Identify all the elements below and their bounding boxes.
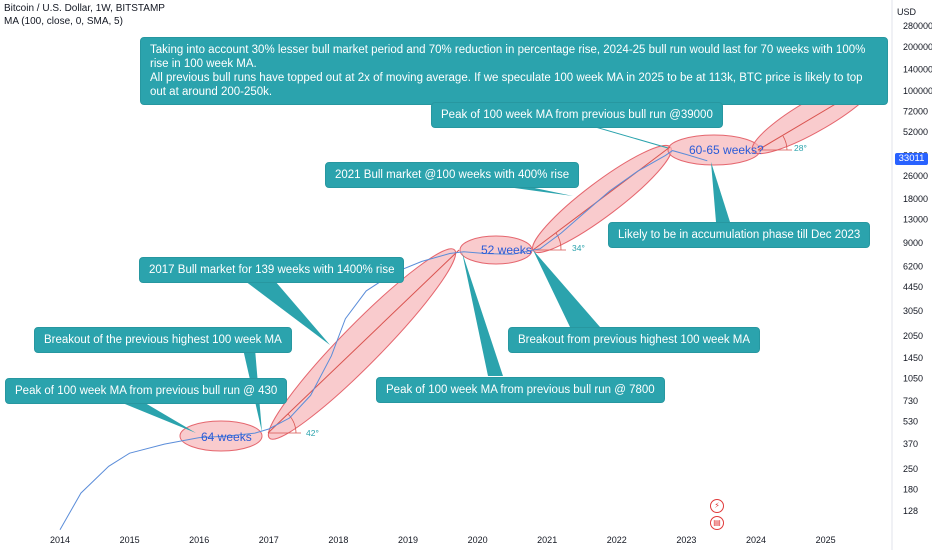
callout-projection: Taking into account 30% lesser bull mark…	[140, 37, 888, 105]
y-tick-label: 100000	[903, 86, 932, 96]
callout-accumulation: Likely to be in accumulation phase till …	[608, 222, 871, 248]
y-tick-label: 370	[903, 439, 918, 449]
x-tick-label: 2017	[259, 535, 279, 545]
connector-peak-7800	[462, 252, 503, 376]
last-price-badge: 33011	[895, 153, 928, 165]
angle-arc-2017	[287, 413, 297, 434]
angle-label-28: 28°	[794, 143, 807, 153]
angle-label-42: 42°	[306, 428, 319, 438]
x-tick-label: 2014	[50, 535, 70, 545]
callout-peak-7800: Peak of 100 week MA from previous bull r…	[376, 377, 665, 403]
y-tick-label: 26000	[903, 171, 928, 181]
angle-arc-2024	[782, 135, 788, 151]
callout-peak-430: Peak of 100 week MA from previous bull r…	[5, 378, 288, 404]
y-axis-ticks: 2800002000001400001000007200052000360002…	[903, 21, 932, 516]
y-tick-label: 13000	[903, 215, 928, 225]
y-tick-label: 72000	[903, 107, 928, 117]
x-tick-label: 2023	[676, 535, 696, 545]
y-tick-label: 4450	[903, 282, 923, 292]
x-tick-label: 2022	[607, 535, 627, 545]
connector-breakout-prev-ma	[533, 250, 600, 327]
connector-peak-430	[115, 400, 196, 433]
flag-icon[interactable]: ▤	[710, 516, 724, 530]
y-tick-label: 3050	[903, 306, 923, 316]
flash-icon[interactable]: ⚡	[710, 499, 724, 513]
y-tick-label: 140000	[903, 65, 932, 75]
y-tick-label: 280000	[903, 21, 932, 31]
x-tick-label: 2020	[468, 535, 488, 545]
trend-line-2017	[267, 249, 460, 434]
y-tick-label: 1450	[903, 353, 923, 363]
x-tick-label: 2025	[816, 535, 836, 545]
trend-lines	[267, 79, 877, 434]
label-60-65-weeks: 60-65 weeks?	[689, 143, 764, 157]
connector-accumulation	[711, 162, 730, 222]
y-tick-label: 6200	[903, 261, 923, 271]
y-tick-label: 1050	[903, 373, 923, 383]
y-tick-label: 128	[903, 506, 918, 516]
label-52-weeks: 52 weeks	[481, 243, 532, 257]
angle-label-34: 34°	[572, 243, 585, 253]
symbol-title: Bitcoin / U.S. Dollar, 1W, BITSTAMP	[4, 3, 165, 14]
x-tick-label: 2021	[537, 535, 557, 545]
y-tick-label: 730	[903, 396, 918, 406]
label-64-weeks: 64 weeks	[201, 430, 252, 444]
currency-label: USD	[897, 7, 917, 17]
angle-arc-2021	[555, 232, 562, 251]
y-tick-label: 180	[903, 484, 918, 494]
callout-projection-line-2: All previous bull runs have topped out a…	[150, 72, 863, 98]
callout-bull-2021: 2021 Bull market @100 weeks with 400% ri…	[325, 162, 580, 188]
y-tick-label: 250	[903, 464, 918, 474]
x-tick-label: 2016	[189, 535, 209, 545]
connector-bull-2021	[500, 186, 573, 196]
y-tick-label: 2050	[903, 331, 923, 341]
connector-peak-39000	[584, 123, 669, 149]
callout-bull-2017: 2017 Bull market for 139 weeks with 1400…	[139, 257, 405, 283]
callout-projection-line-1: Taking into account 30% lesser bull mark…	[150, 44, 866, 70]
x-tick-label: 2019	[398, 535, 418, 545]
y-tick-label: 530	[903, 416, 918, 426]
callout-peak-39000: Peak of 100 week MA from previous bull r…	[431, 102, 723, 128]
x-axis-ticks: 2014 2015 2016 2017 2018 2019 2020 2021 2022 2023…	[50, 535, 836, 545]
y-tick-label: 200000	[903, 42, 932, 52]
callout-breakout-prev-ma: Breakout from previous highest 100 week …	[508, 327, 761, 353]
y-tick-label: 9000	[903, 238, 923, 248]
y-tick-label: 18000	[903, 194, 928, 204]
indicator-legend: MA (100, close, 0, SMA, 5)	[4, 16, 123, 27]
x-tick-label: 2018	[328, 535, 348, 545]
connector-bull-2017	[245, 281, 330, 345]
callout-breakout-highest: Breakout of the previous highest 100 wee…	[34, 327, 292, 353]
ellipse-2017-run	[267, 248, 457, 440]
y-tick-label: 52000	[903, 127, 928, 137]
x-tick-label: 2024	[746, 535, 766, 545]
x-tick-label: 2015	[120, 535, 140, 545]
